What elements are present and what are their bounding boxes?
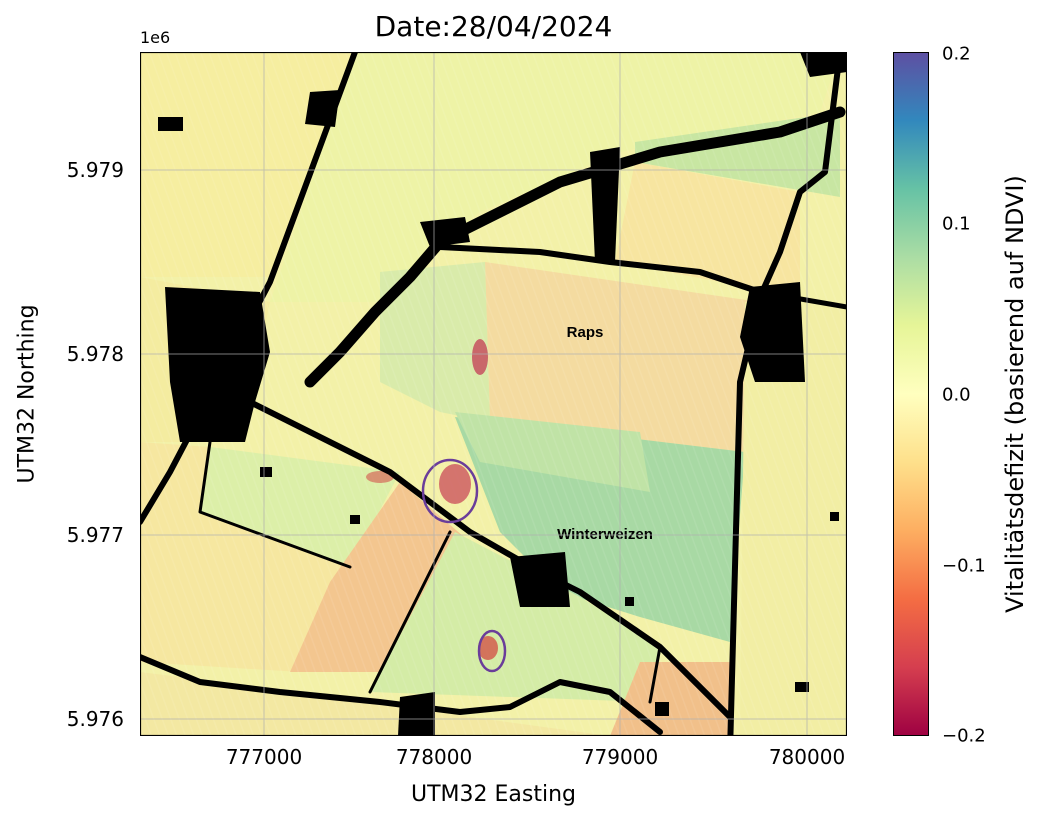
plot-frame — [140, 52, 847, 736]
x-tick-label: 778000 — [395, 745, 473, 769]
y-axis-label: UTM32 Northing — [14, 304, 40, 484]
y-tick-label: 5.978 — [66, 342, 124, 366]
masked-buildings — [158, 52, 847, 736]
x-axis-label: UTM32 Easting — [411, 782, 576, 807]
stress-spot — [366, 471, 394, 483]
texture-overlay — [140, 52, 847, 736]
highlight-ellipse-south — [477, 629, 507, 673]
field-label-raps: Raps — [567, 324, 604, 341]
colorbar-tick-label: 0.1 — [942, 213, 971, 235]
ndvi-deficit-map: Raps Winterweizen — [140, 52, 847, 736]
colorbar-label: Vitalitätsdefizit (basierend auf NDVI) — [1001, 175, 1029, 613]
x-tick-label: 777000 — [225, 745, 303, 769]
y-tick-label: 5.979 — [66, 158, 124, 182]
x-tick-label: 779000 — [581, 745, 659, 769]
map-title: Date:28/04/2024 — [374, 10, 613, 43]
highlight-ellipse-north — [421, 458, 479, 524]
y-axis-exponent: 1e6 — [140, 28, 171, 47]
y-tick-label: 5.977 — [66, 523, 124, 547]
colorbar — [893, 52, 929, 736]
colorbar-tick-label: 0.2 — [942, 43, 971, 65]
colorbar-tick-label: −0.1 — [942, 555, 986, 577]
colorbar-tick-label: −0.2 — [942, 725, 986, 747]
colorbar-tick-label: 0.0 — [942, 384, 971, 406]
x-tick-label: 780000 — [768, 745, 846, 769]
stress-spot — [439, 464, 471, 504]
stress-spot — [472, 339, 488, 375]
stress-spot — [478, 636, 498, 660]
grid-lines — [140, 52, 847, 736]
y-tick-label: 5.976 — [66, 707, 124, 731]
